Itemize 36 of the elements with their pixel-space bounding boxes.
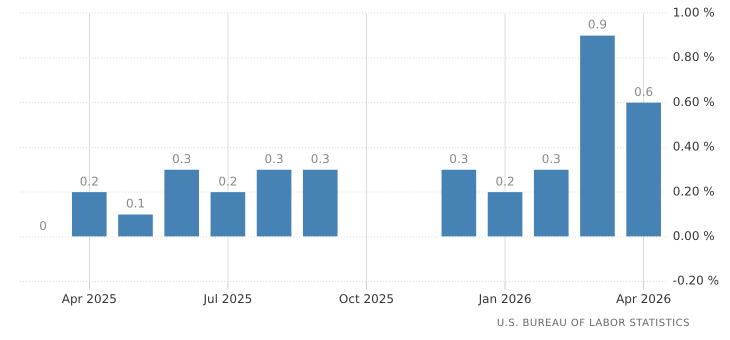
data-label: 0.2	[218, 174, 238, 188]
y-tick-label: -0.20 %	[672, 274, 719, 288]
bar	[580, 36, 615, 236]
bar	[534, 170, 569, 236]
bar	[442, 170, 476, 236]
data-label: 0.6	[634, 84, 654, 99]
text: U.S. BUREAU OF LABOR STATISTICS	[496, 318, 690, 329]
data-label: 0.2	[80, 174, 99, 188]
data-label: 0.3	[542, 152, 561, 166]
bar	[256, 170, 292, 236]
bar	[118, 214, 153, 236]
x-tick-label: Apr 2026	[616, 292, 672, 306]
x-tick-label: Oct 2025	[338, 292, 394, 306]
y-tick-label: 0.60 %	[672, 94, 715, 109]
y-tick-label: 1.00 %	[672, 5, 715, 20]
data-label: 0.2	[496, 174, 515, 188]
x-tick-label: Jan 2026	[478, 292, 532, 306]
data-label: 0.1	[126, 196, 146, 211]
data-label: 0.3	[264, 152, 284, 166]
data-label: 0.3	[449, 152, 468, 166]
x-tick-label: Apr 2025	[62, 292, 117, 306]
y-tick-label: 0.80 %	[672, 50, 715, 64]
x-tick-label: Jul 2025	[202, 292, 252, 306]
bar	[488, 192, 522, 236]
data-label: 0.3	[310, 152, 330, 166]
data-label: 0.3	[172, 152, 192, 166]
data-label: 0.9	[588, 18, 607, 32]
bar	[626, 102, 661, 236]
y-tick-label: 0.00 %	[672, 228, 715, 243]
bar	[72, 192, 107, 236]
y-tick-label: 0.40 %	[672, 140, 715, 154]
bar	[302, 170, 338, 236]
bar	[210, 192, 246, 236]
y-tick-label: 0.20 %	[672, 184, 715, 198]
bar	[164, 170, 200, 236]
data-label: 0	[39, 218, 47, 233]
